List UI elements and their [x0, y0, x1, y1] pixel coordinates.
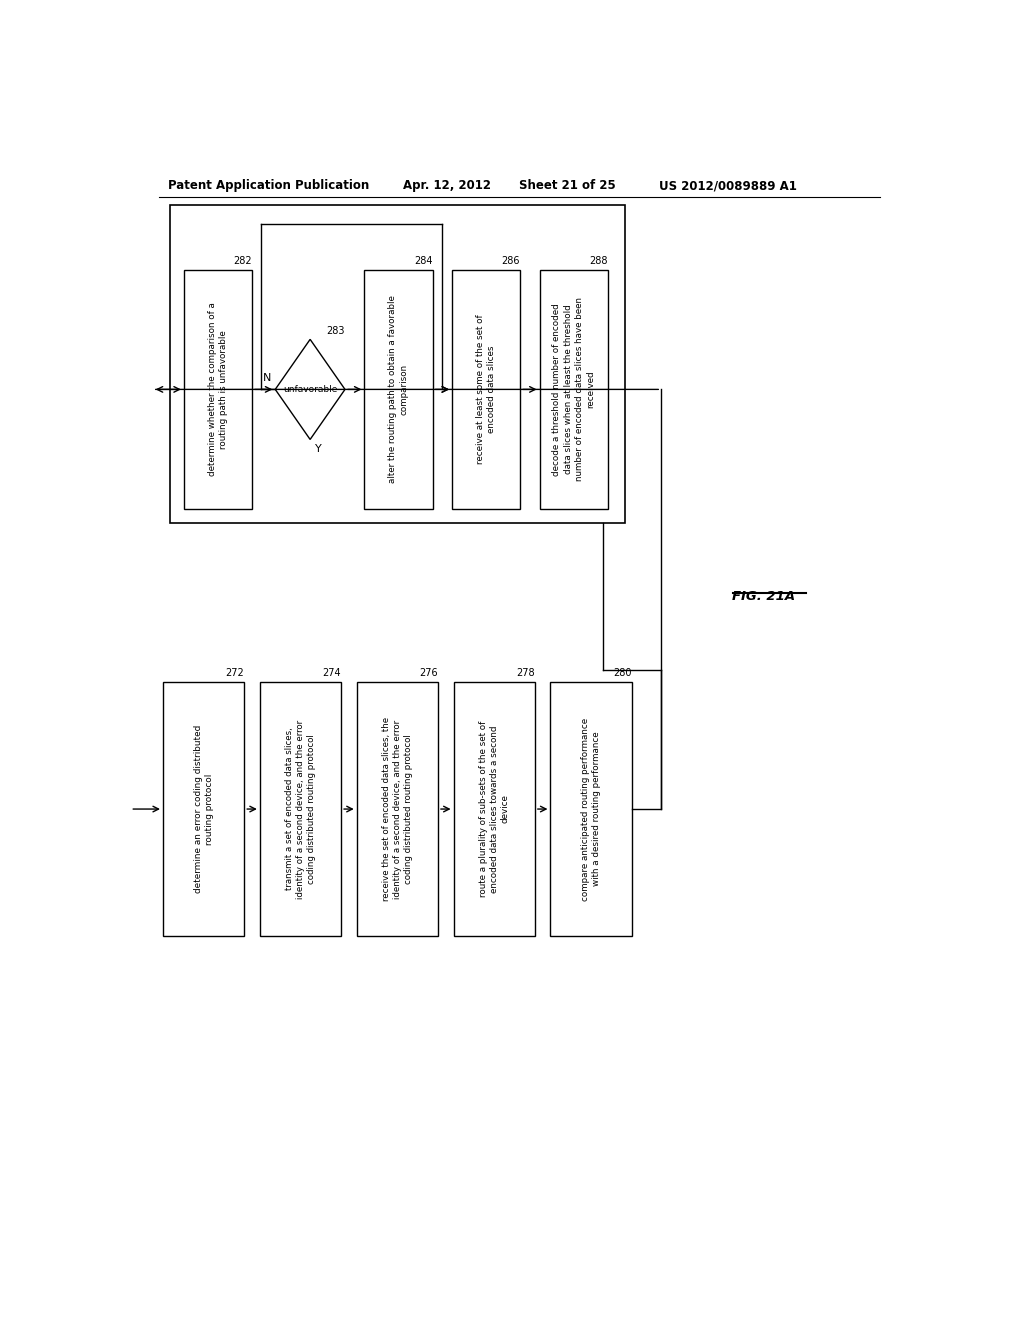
Text: 286: 286 — [502, 256, 520, 267]
Text: Patent Application Publication: Patent Application Publication — [168, 180, 370, 193]
Text: 284: 284 — [414, 256, 432, 267]
Text: US 2012/0089889 A1: US 2012/0089889 A1 — [658, 180, 797, 193]
Text: unfavorable: unfavorable — [283, 385, 337, 393]
Text: determine whether the comparison of a
routing path is unfavorable: determine whether the comparison of a ro… — [208, 302, 228, 477]
Text: 282: 282 — [233, 256, 252, 267]
FancyBboxPatch shape — [540, 271, 607, 508]
Text: N: N — [263, 374, 271, 383]
Text: determine an error coding distributed
routing protocol: determine an error coding distributed ro… — [194, 725, 214, 894]
FancyBboxPatch shape — [550, 682, 632, 936]
Text: FIG. 21A: FIG. 21A — [732, 590, 796, 603]
Text: 272: 272 — [225, 668, 245, 678]
Text: 288: 288 — [589, 256, 607, 267]
FancyBboxPatch shape — [260, 682, 341, 936]
FancyBboxPatch shape — [365, 271, 432, 508]
FancyBboxPatch shape — [356, 682, 438, 936]
Text: 274: 274 — [323, 668, 341, 678]
FancyBboxPatch shape — [452, 271, 520, 508]
Text: transmit a set of encoded data slices,
identity of a second device, and the erro: transmit a set of encoded data slices, i… — [285, 719, 316, 899]
Text: 276: 276 — [420, 668, 438, 678]
Text: decode a threshold number of encoded
data slices when at least the threshold
num: decode a threshold number of encoded dat… — [553, 297, 595, 482]
Text: Y: Y — [314, 444, 322, 454]
Text: compare anticipated routing performance
with a desired routing performance: compare anticipated routing performance … — [581, 718, 601, 900]
Text: 283: 283 — [327, 326, 345, 335]
FancyBboxPatch shape — [163, 682, 245, 936]
Text: receive at least some of the set of
encoded data slices: receive at least some of the set of enco… — [476, 314, 496, 465]
Text: route a plurality of sub-sets of the set of
encoded data slices towards a second: route a plurality of sub-sets of the set… — [478, 721, 510, 898]
Text: receive the set of encoded data slices, the
identity of a second device, and the: receive the set of encoded data slices, … — [382, 717, 413, 902]
FancyBboxPatch shape — [454, 682, 535, 936]
Text: alter the routing path to obtain a favorable
comparison: alter the routing path to obtain a favor… — [388, 296, 409, 483]
Text: Sheet 21 of 25: Sheet 21 of 25 — [519, 180, 616, 193]
Text: 280: 280 — [613, 668, 632, 678]
FancyBboxPatch shape — [183, 271, 252, 508]
Text: Apr. 12, 2012: Apr. 12, 2012 — [403, 180, 492, 193]
Polygon shape — [275, 339, 345, 440]
Text: 278: 278 — [516, 668, 535, 678]
